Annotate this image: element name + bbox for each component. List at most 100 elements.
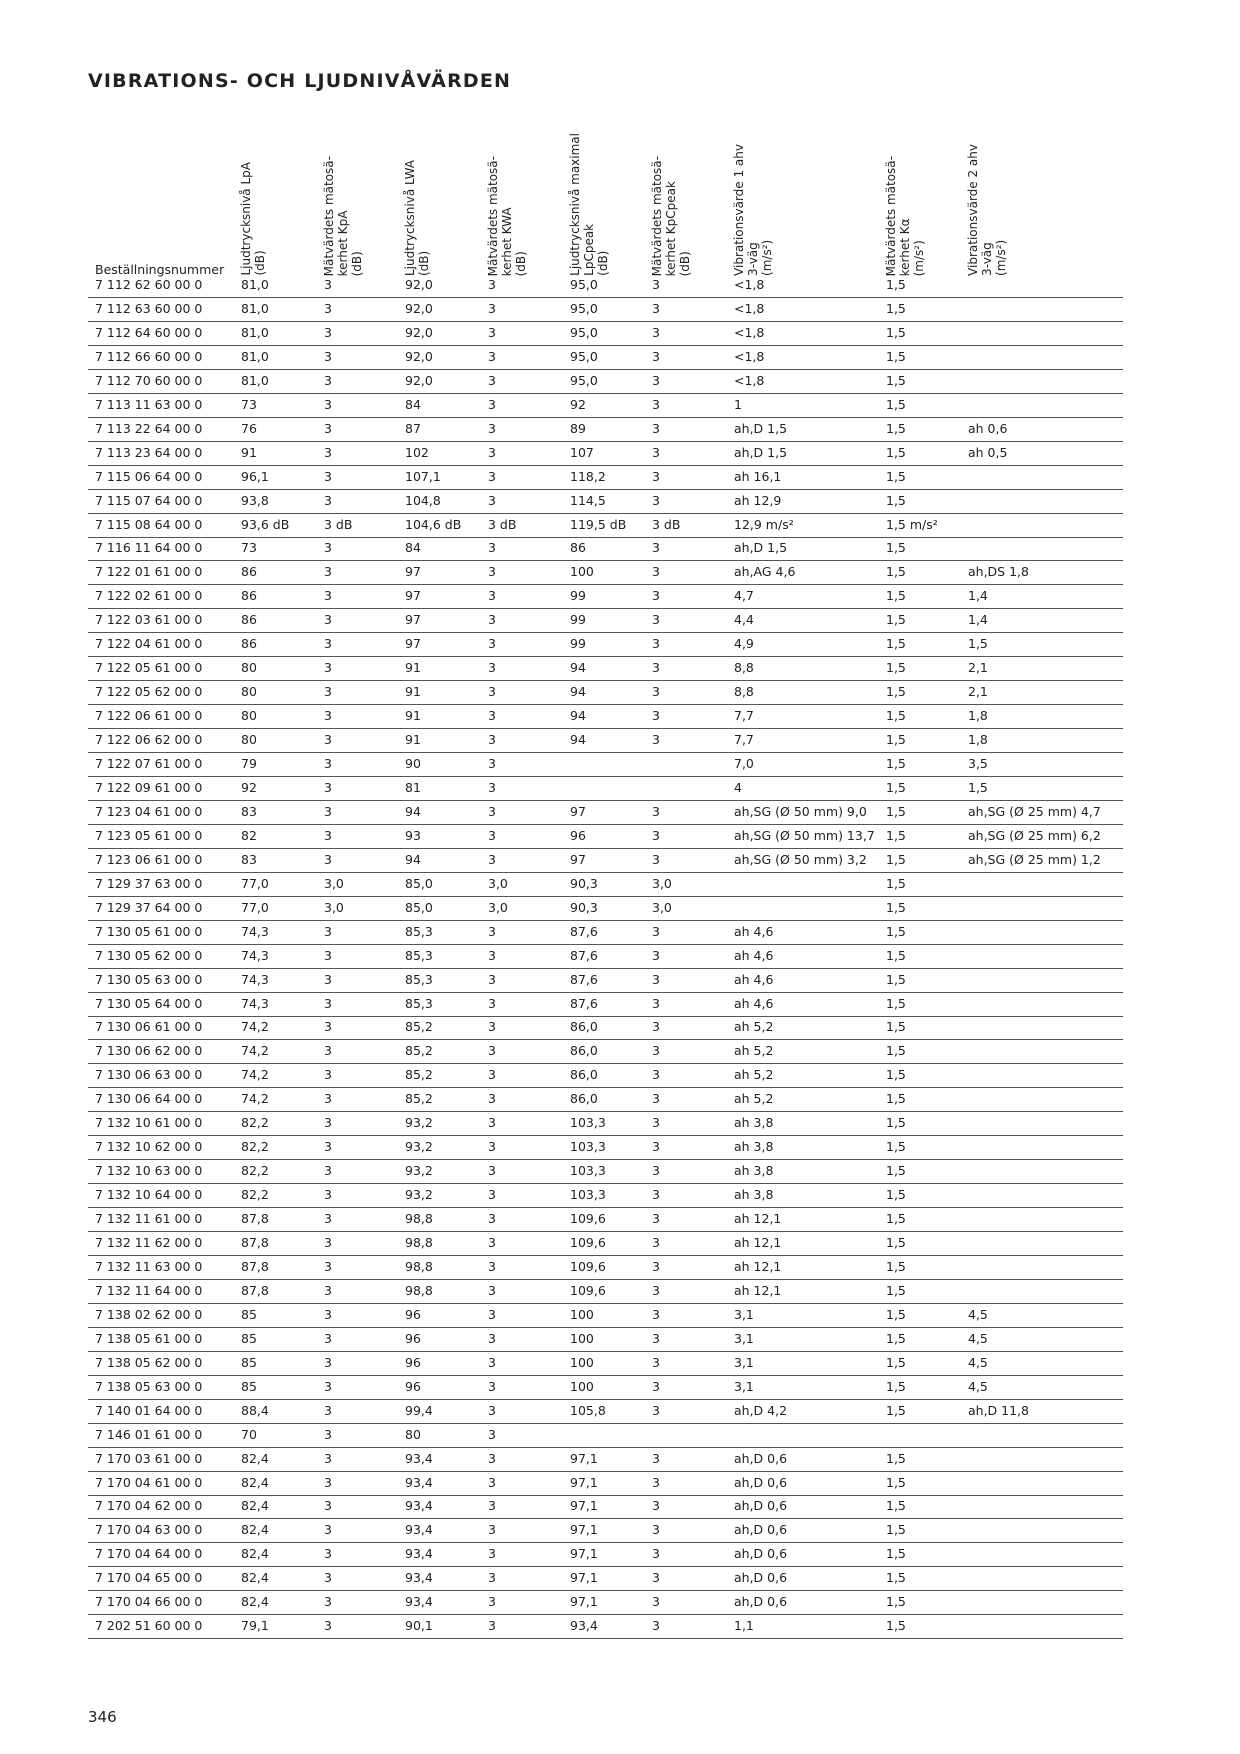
table-cell: 3,1	[734, 1354, 754, 1370]
row-divider	[88, 823, 1123, 825]
table-cell: 3	[488, 636, 496, 652]
table-cell: 7 170 04 65 00 0	[95, 1570, 203, 1586]
table-cell: 1,4	[968, 612, 988, 628]
table-cell: 7 122 04 61 00 0	[95, 636, 203, 652]
table-cell: 87	[405, 420, 421, 436]
table-cell: 1,5	[886, 300, 906, 316]
table-cell: 1,5	[886, 756, 906, 771]
table-cell: 98,8	[405, 1282, 433, 1298]
header-line: Vibrationsvärde 2 ahv	[966, 144, 980, 276]
row-divider	[88, 1015, 1123, 1017]
table-cell: 99,4	[405, 1402, 433, 1418]
row-divider	[88, 1422, 1123, 1424]
table-cell: 3	[488, 1211, 496, 1227]
table-cell: 7 122 03 61 00 0	[95, 612, 203, 628]
table-cell: 3	[324, 1498, 332, 1514]
table-cell: 93,4	[405, 1498, 433, 1514]
row-divider	[88, 1135, 1123, 1137]
table-cell: ah,D 0,6	[734, 1522, 788, 1538]
table-cell: 12,9 m/s²	[734, 516, 794, 532]
table-cell: 1,4	[968, 588, 988, 604]
table-cell: 3	[488, 1091, 496, 1107]
table-cell: 3	[324, 1067, 332, 1083]
table-cell: 3	[488, 612, 496, 628]
row-divider	[88, 297, 1123, 298]
table-cell: 88,4	[241, 1402, 269, 1418]
table-cell: 1,1	[734, 1618, 754, 1634]
header-line: Ljudtrycksnivå maximal	[568, 133, 582, 276]
table-cell: 100	[570, 1354, 594, 1370]
table-cell: 3,0	[652, 875, 672, 891]
table-cell: ah 4,6	[734, 971, 774, 987]
table-cell: 3	[652, 923, 660, 939]
table-cell: 3	[324, 1378, 332, 1394]
table-cell: 3	[652, 444, 660, 460]
header-line: Mätvärdets mätosä-	[486, 155, 500, 276]
table-cell: 3	[488, 444, 496, 460]
table-cell: 1,5	[886, 995, 906, 1011]
table-cell: 3,0	[324, 899, 344, 915]
table-cell: 3	[488, 540, 496, 556]
table-cell: 91	[405, 660, 421, 676]
table-cell: <1,8	[734, 372, 765, 388]
table-cell: 3	[488, 1282, 496, 1298]
table-cell: 107,1	[405, 468, 441, 484]
table-cell: 93,4	[405, 1594, 433, 1610]
table-cell: 3,5	[968, 756, 988, 771]
table-cell: 3	[652, 684, 660, 700]
table-cell: 92,0	[405, 300, 433, 316]
table-cell: 1,5	[886, 1330, 906, 1346]
table-cell: 93	[405, 827, 421, 843]
row-divider	[88, 536, 1123, 538]
table-cell: ah,SG (Ø 25 mm) 4,7	[968, 803, 1101, 819]
table-cell: 74,2	[241, 1043, 269, 1059]
table-cell: 3	[324, 1354, 332, 1370]
table-cell: 3	[488, 1402, 496, 1418]
table-cell: 3	[488, 1354, 496, 1370]
table-cell: 3	[324, 1522, 332, 1538]
table-cell: 3	[488, 803, 496, 819]
table-cell: 1,8	[968, 708, 988, 724]
table-cell: 7,0	[734, 756, 754, 771]
table-cell: 3	[652, 1474, 660, 1490]
table-cell: 3	[488, 1378, 496, 1394]
table-cell: 1,5	[968, 779, 988, 795]
table-cell: 3	[488, 756, 496, 771]
table-cell: 82,2	[241, 1139, 269, 1155]
table-cell: 3	[488, 1163, 496, 1179]
table-cell: 92,0	[405, 324, 433, 340]
table-cell: 85	[241, 1378, 257, 1394]
table-cell: 3	[488, 1546, 496, 1562]
table-cell: ah 12,9	[734, 492, 782, 508]
table-cell: 85,2	[405, 1019, 433, 1035]
table-cell: 1,5	[886, 636, 906, 652]
table-cell: 93,4	[405, 1522, 433, 1538]
table-cell: 3	[488, 708, 496, 724]
table-cell: 3,0	[324, 875, 344, 891]
row-divider	[88, 776, 1123, 777]
header-line: (m/s²)	[994, 239, 1008, 276]
table-cell: 90,3	[570, 875, 598, 891]
table-cell: 97	[405, 612, 421, 628]
table-cell: 85,3	[405, 947, 433, 963]
table-cell: 3 dB	[488, 516, 517, 532]
table-cell: 3	[652, 732, 660, 748]
table-cell: 105,8	[570, 1402, 606, 1418]
table-cell: 95,0	[570, 372, 598, 388]
row-divider	[88, 632, 1123, 634]
table-cell: 1,5	[886, 708, 906, 724]
table-cell: 3	[652, 1330, 660, 1346]
table-cell: 103,3	[570, 1187, 606, 1203]
table-cell: 3	[324, 564, 332, 580]
table-cell: 4,5	[968, 1306, 988, 1322]
row-divider	[88, 1302, 1123, 1304]
table-cell: ah,D 0,6	[734, 1450, 788, 1466]
table-cell: <1,8	[734, 324, 765, 340]
row-divider	[88, 608, 1123, 610]
row-divider	[88, 1063, 1123, 1065]
table-cell: 104,6 dB	[405, 516, 462, 532]
table-cell: 7,7	[734, 708, 754, 724]
table-cell: 95,0	[570, 277, 598, 292]
table-cell: 7 170 04 64 00 0	[95, 1546, 203, 1562]
table-cell: 70	[241, 1426, 257, 1442]
